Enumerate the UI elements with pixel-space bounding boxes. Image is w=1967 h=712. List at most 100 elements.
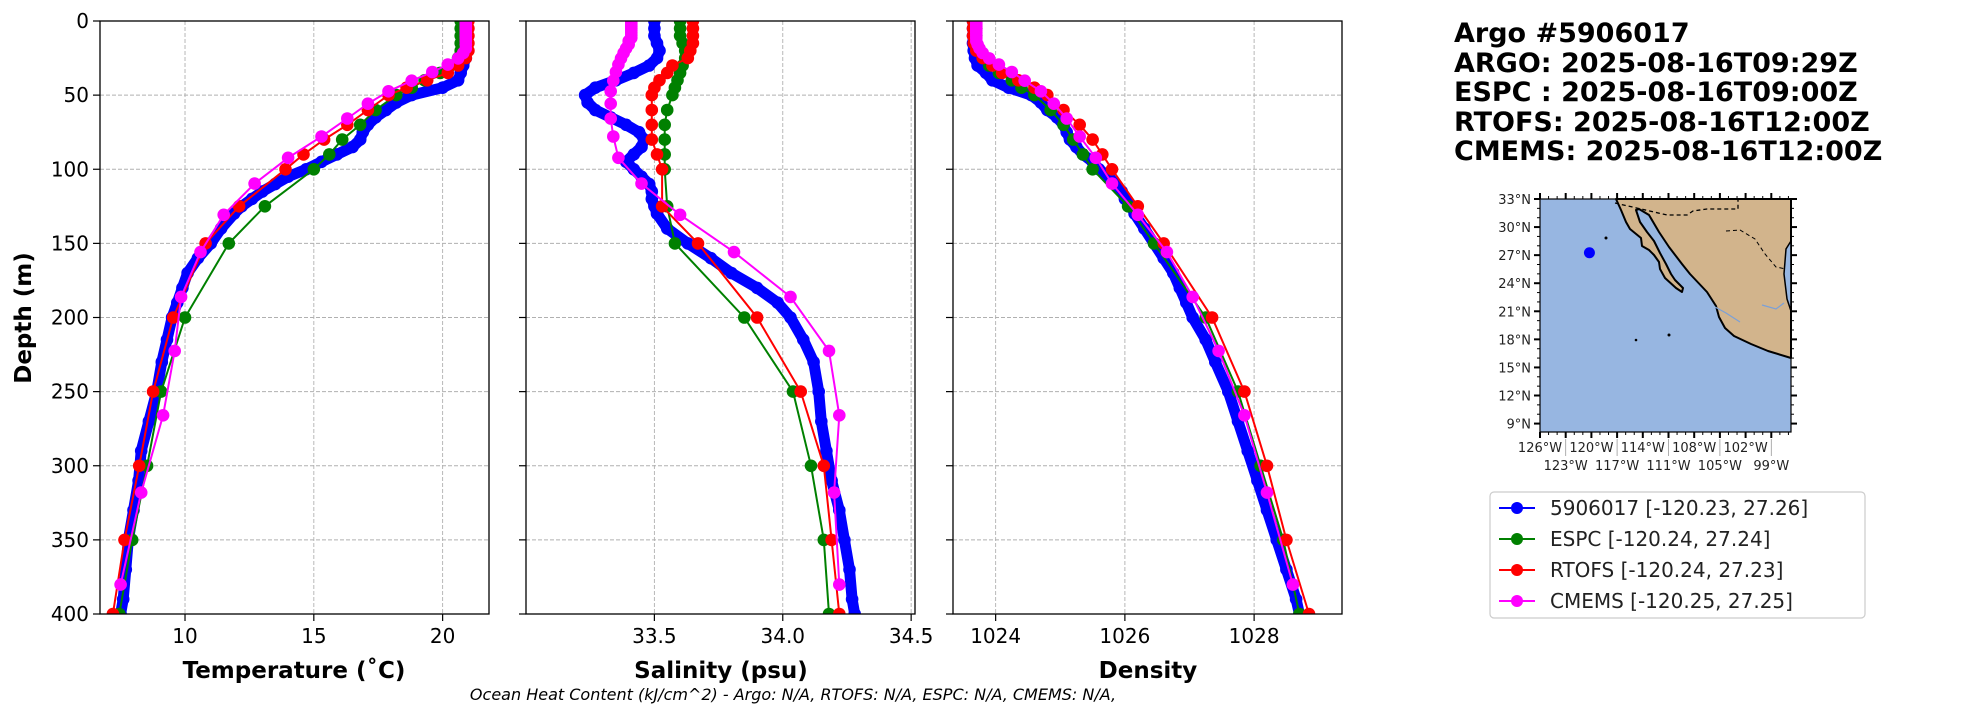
- legend: 5906017 [-120.23, 27.26] ESPC [-120.24, 2…: [1489, 491, 1866, 619]
- legend-label: 5906017 [-120.23, 27.26]: [1550, 496, 1808, 520]
- data-point: [106, 607, 120, 614]
- data-point: [217, 208, 230, 222]
- data-point: [297, 148, 310, 161]
- data-point: [668, 237, 682, 250]
- data-point: [1086, 163, 1099, 176]
- map-lon-label: 105°W: [1698, 459, 1742, 474]
- legend-frame: [1489, 491, 1866, 619]
- x-tick-label: 10: [172, 624, 197, 648]
- data-point: [1205, 311, 1219, 324]
- map-land: [1615, 198, 1792, 359]
- data-point: [353, 118, 367, 132]
- data-point: [797, 333, 810, 347]
- data-point: [627, 66, 641, 80]
- data-point: [142, 415, 156, 428]
- data-point: [281, 151, 295, 165]
- data-point: [845, 592, 859, 606]
- title-rtofs-time: RTOFS: 2025-08-16T12:00Z: [1454, 107, 1870, 138]
- map-island: [1634, 338, 1638, 342]
- data-point: [1209, 355, 1222, 369]
- map-island: [1667, 333, 1671, 337]
- title-argo-id: Argo #5906017: [1454, 18, 1690, 49]
- data-point: [248, 177, 261, 190]
- data-point: [178, 311, 192, 324]
- legend-entry: 5906017 [-120.23, 27.26]: [1499, 496, 1808, 520]
- title-argo-time: ARGO: 2025-08-16T09:29Z: [1454, 48, 1858, 79]
- data-point: [232, 200, 246, 213]
- data-point: [612, 151, 625, 165]
- map-lat-label: 21°N: [1498, 305, 1531, 320]
- data-point: [1073, 118, 1086, 132]
- data-point: [681, 237, 695, 250]
- title-cmems-time: CMEMS: 2025-08-16T12:00Z: [1454, 136, 1882, 167]
- map-border: [1614, 199, 1739, 216]
- data-point: [166, 311, 180, 324]
- map-lon-label: 102°W: [1724, 441, 1768, 456]
- map-lat-label: 12°N: [1498, 390, 1531, 405]
- data-point: [681, 51, 695, 65]
- data-point: [1199, 333, 1212, 347]
- data-point: [1302, 607, 1316, 614]
- data-point: [222, 237, 236, 250]
- y-tick-label: 150: [51, 231, 89, 255]
- data-point: [784, 311, 797, 324]
- x-tick-label: 34.0: [761, 624, 806, 648]
- data-point: [1260, 459, 1274, 473]
- data-point: [341, 112, 354, 125]
- x-tick-label: 34.5: [889, 624, 934, 648]
- data-point: [727, 245, 741, 259]
- data-point: [118, 533, 131, 547]
- data-point: [1238, 409, 1251, 422]
- data-point: [1105, 163, 1119, 176]
- data-point: [1131, 208, 1145, 222]
- data-point: [812, 385, 825, 398]
- location-map: 33°N 30°N 27°N 24°N 21°N 18°N 15°N 12°N 9°N 126°W…: [1498, 193, 1797, 474]
- legend-label: RTOFS [-120.24, 27.23]: [1550, 558, 1783, 582]
- x-tick-label: 15: [301, 624, 326, 648]
- map-ticks: 33°N 30°N 27°N 24°N 21°N 18°N 15°N 12°N 9°N 126°W…: [1498, 193, 1797, 474]
- data-point: [1034, 85, 1048, 98]
- x-axis-label-temperature: Temperature (˚C): [183, 657, 406, 684]
- data-point: [1186, 311, 1199, 324]
- series-line-3: [975, 21, 1294, 585]
- data-point: [982, 52, 996, 65]
- data-point: [655, 200, 669, 213]
- data-point: [315, 130, 328, 143]
- data-point: [645, 118, 659, 132]
- data-point: [658, 118, 671, 132]
- data-point: [750, 311, 764, 324]
- data-point: [451, 52, 465, 65]
- map-lat-label: 24°N: [1498, 277, 1531, 292]
- data-point: [604, 112, 617, 125]
- map-lat-label: 18°N: [1498, 333, 1531, 348]
- data-point: [441, 58, 455, 71]
- data-point: [116, 592, 130, 606]
- data-point: [146, 385, 160, 398]
- map-lat-label: 15°N: [1498, 361, 1531, 376]
- argo-float-marker: [1583, 247, 1595, 259]
- data-point: [833, 607, 846, 614]
- data-point: [307, 163, 321, 176]
- map-lon-label: 111°W: [1646, 459, 1690, 474]
- x-tick-label: 1028: [1229, 624, 1280, 648]
- data-point: [604, 97, 617, 110]
- data-point: [1186, 290, 1199, 304]
- data-point: [833, 409, 846, 422]
- data-point: [134, 486, 148, 499]
- data-point: [1105, 177, 1119, 190]
- data-point: [604, 85, 617, 98]
- ocean-heat-content-footer: Ocean Heat Content (kJ/cm^2) - Argo: N/A…: [470, 685, 1116, 704]
- data-point: [156, 409, 170, 422]
- data-point: [451, 74, 465, 87]
- y-tick-label: 400: [51, 602, 89, 626]
- data-point: [258, 200, 272, 213]
- data-point: [843, 563, 856, 576]
- data-point: [804, 459, 818, 473]
- series-group: [578, 21, 861, 614]
- map-lon-label: 126°W: [1518, 441, 1562, 456]
- data-point: [426, 65, 439, 79]
- legend-entry: RTOFS [-120.24, 27.23]: [1499, 558, 1783, 582]
- panel-salinity: 33.5 34.0 34.5: [519, 20, 934, 648]
- data-point: [1089, 151, 1103, 165]
